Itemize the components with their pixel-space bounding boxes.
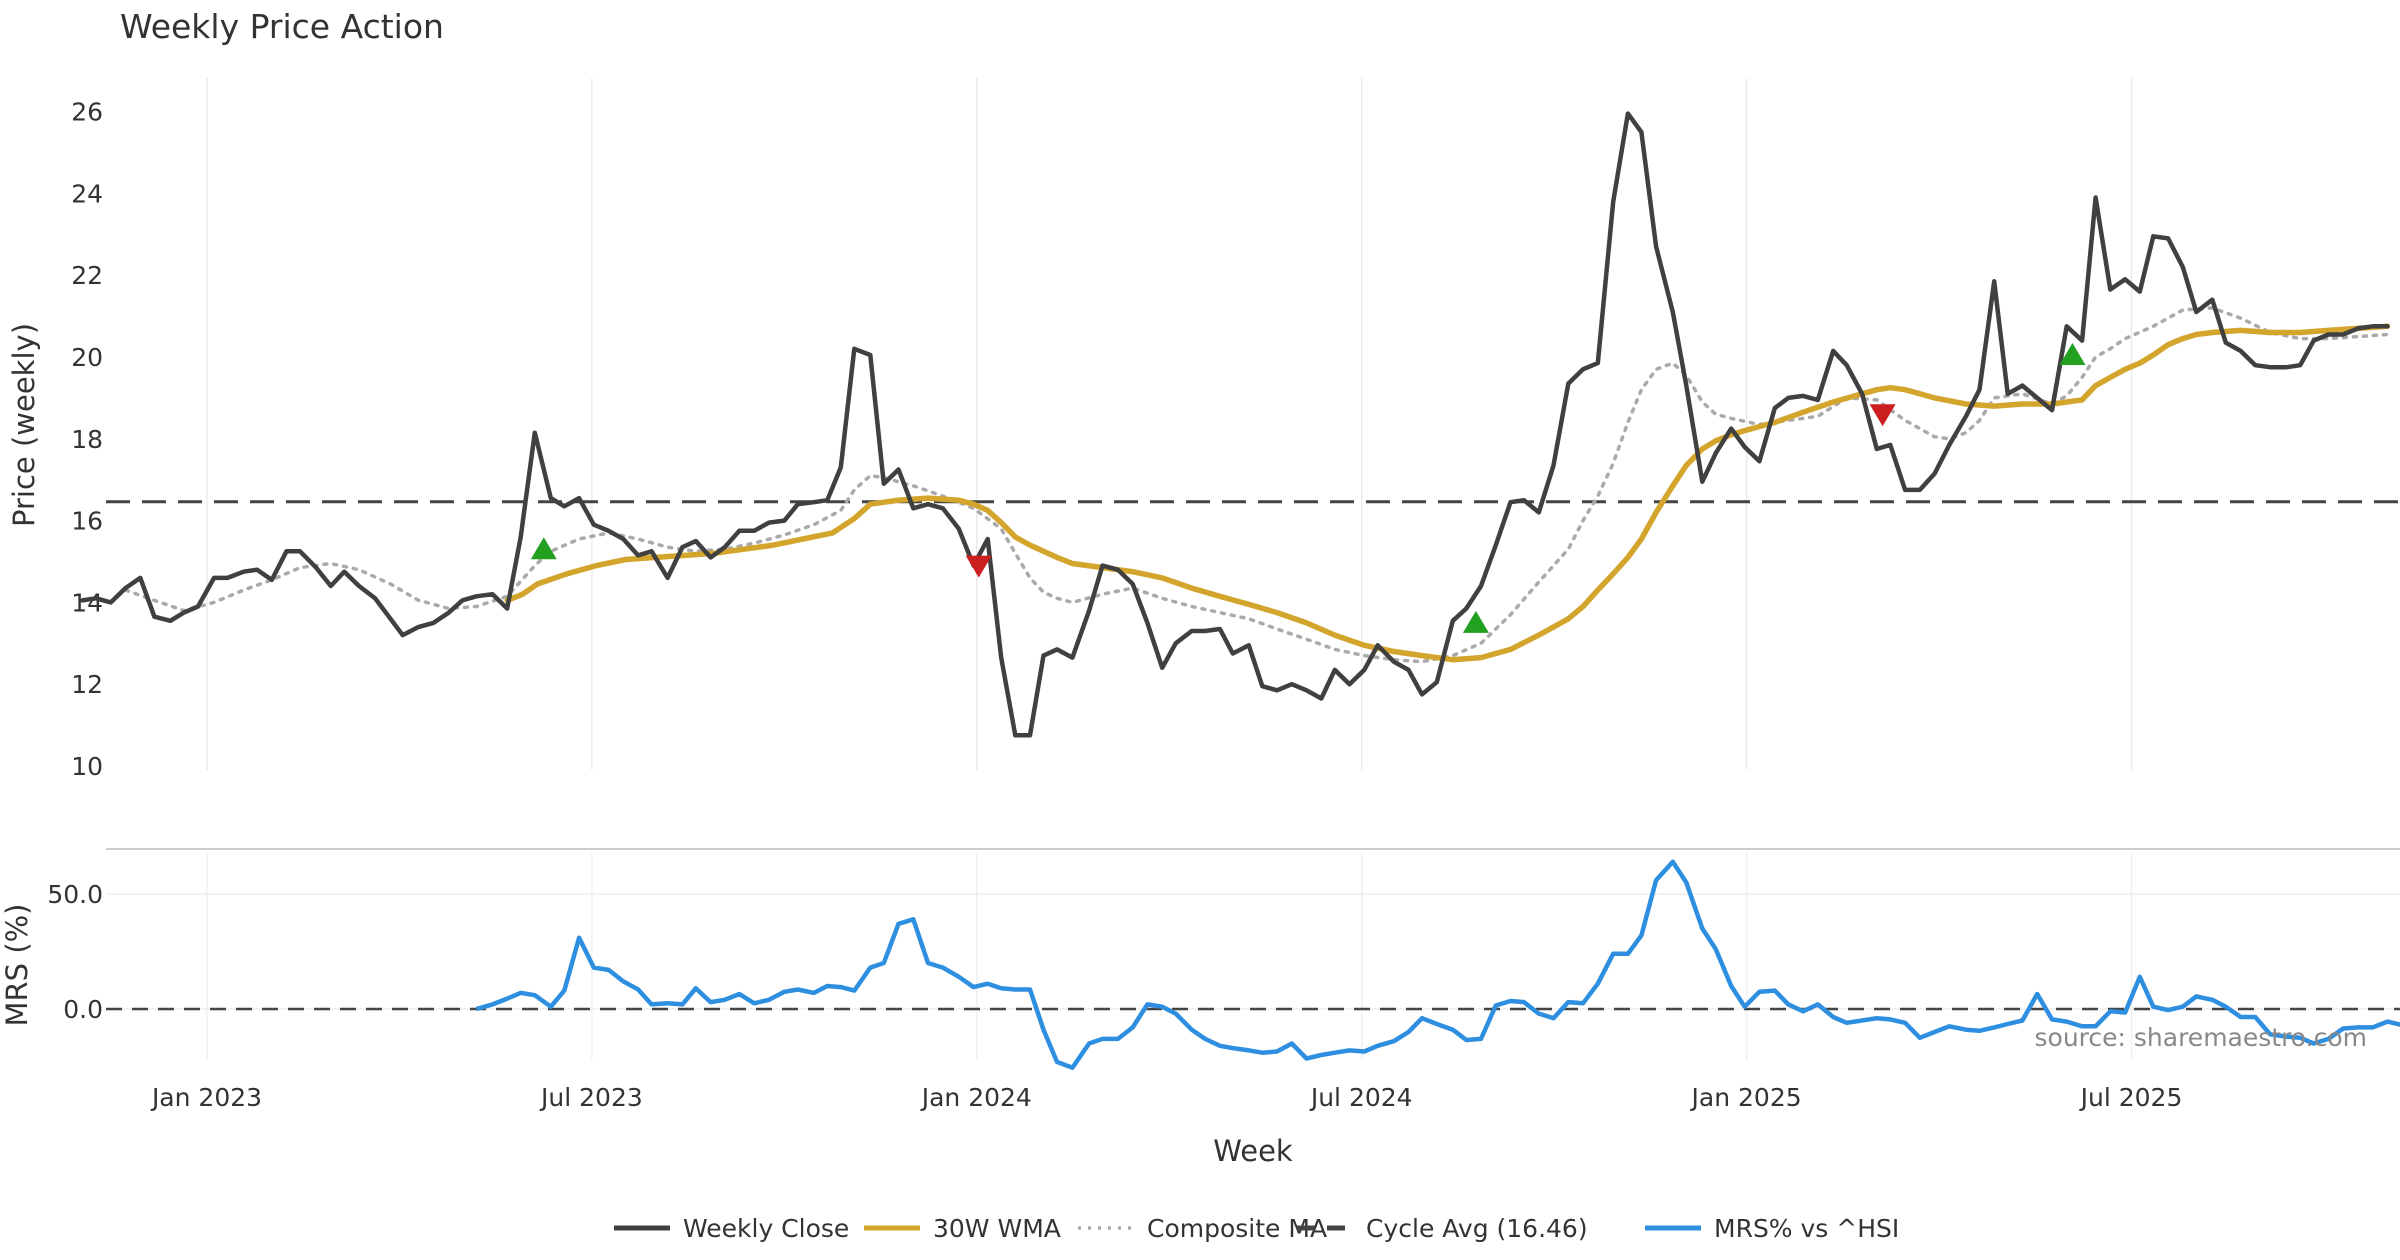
mrs-ytick-label: 0.0 — [63, 995, 103, 1024]
price-panel: 10 12 14 16 18 20 22 24 26 Price (weekly) — [7, 78, 2400, 781]
price-ytick-label: 26 — [71, 98, 103, 127]
price-ytick-label: 20 — [71, 343, 103, 372]
mrs-ylabel: MRS (%) — [0, 904, 34, 1027]
price-ytick-label: 16 — [71, 507, 103, 536]
buy-signal-marker — [1462, 610, 1489, 633]
price-ytick-label: 14 — [71, 588, 103, 617]
sell-signal-marker — [1869, 404, 1896, 427]
series-mrs — [475, 859, 2400, 1070]
source-note: source: sharemaestro.com — [2035, 1023, 2368, 1052]
price-ytick-label: 18 — [71, 425, 103, 454]
price-ytick-label: 12 — [71, 670, 103, 699]
x-tick-label: Jul 2025 — [2079, 1083, 2183, 1112]
price-ytick-label: 10 — [71, 752, 103, 781]
x-tick-label: Jan 2025 — [1690, 1083, 1802, 1112]
x-axis: Jan 2023 Jul 2023 Jan 2024 Jul 2024 Jan 2025… — [150, 1083, 2182, 1112]
legend-entry-label: Cycle Avg (16.46) — [1366, 1214, 1588, 1243]
legend: Weekly Close 30W WMA Composite MA Cycle Avg… — [614, 1214, 1899, 1243]
series-weekly-close — [80, 111, 2390, 738]
price-ylabel: Price (weekly) — [7, 323, 41, 527]
x-tick-label: Jul 2024 — [1309, 1083, 1413, 1112]
legend-entry-label: 30W WMA — [933, 1214, 1061, 1243]
buy-signal-marker — [530, 537, 557, 560]
mrs-ytick-label: 50.0 — [47, 880, 103, 909]
series-composite-ma — [123, 306, 2390, 664]
legend-entry-label: MRS% vs ^HSI — [1714, 1214, 1899, 1243]
chart-title: Weekly Price Action — [120, 7, 444, 46]
buy-signal-marker — [2059, 342, 2086, 365]
legend-entry-label: Weekly Close — [683, 1214, 849, 1243]
series-30w-wma — [504, 323, 2391, 663]
sell-signal-marker — [965, 555, 992, 578]
price-ytick-label: 24 — [71, 179, 103, 208]
x-tick-label: Jan 2023 — [150, 1083, 262, 1112]
x-axis-label: Week — [1213, 1134, 1293, 1168]
mrs-panel: 0.0 50.0 MRS (%) — [0, 852, 2400, 1070]
x-tick-label: Jul 2023 — [539, 1083, 643, 1112]
x-tick-label: Jan 2024 — [920, 1083, 1032, 1112]
price-ytick-label: 22 — [71, 261, 103, 290]
